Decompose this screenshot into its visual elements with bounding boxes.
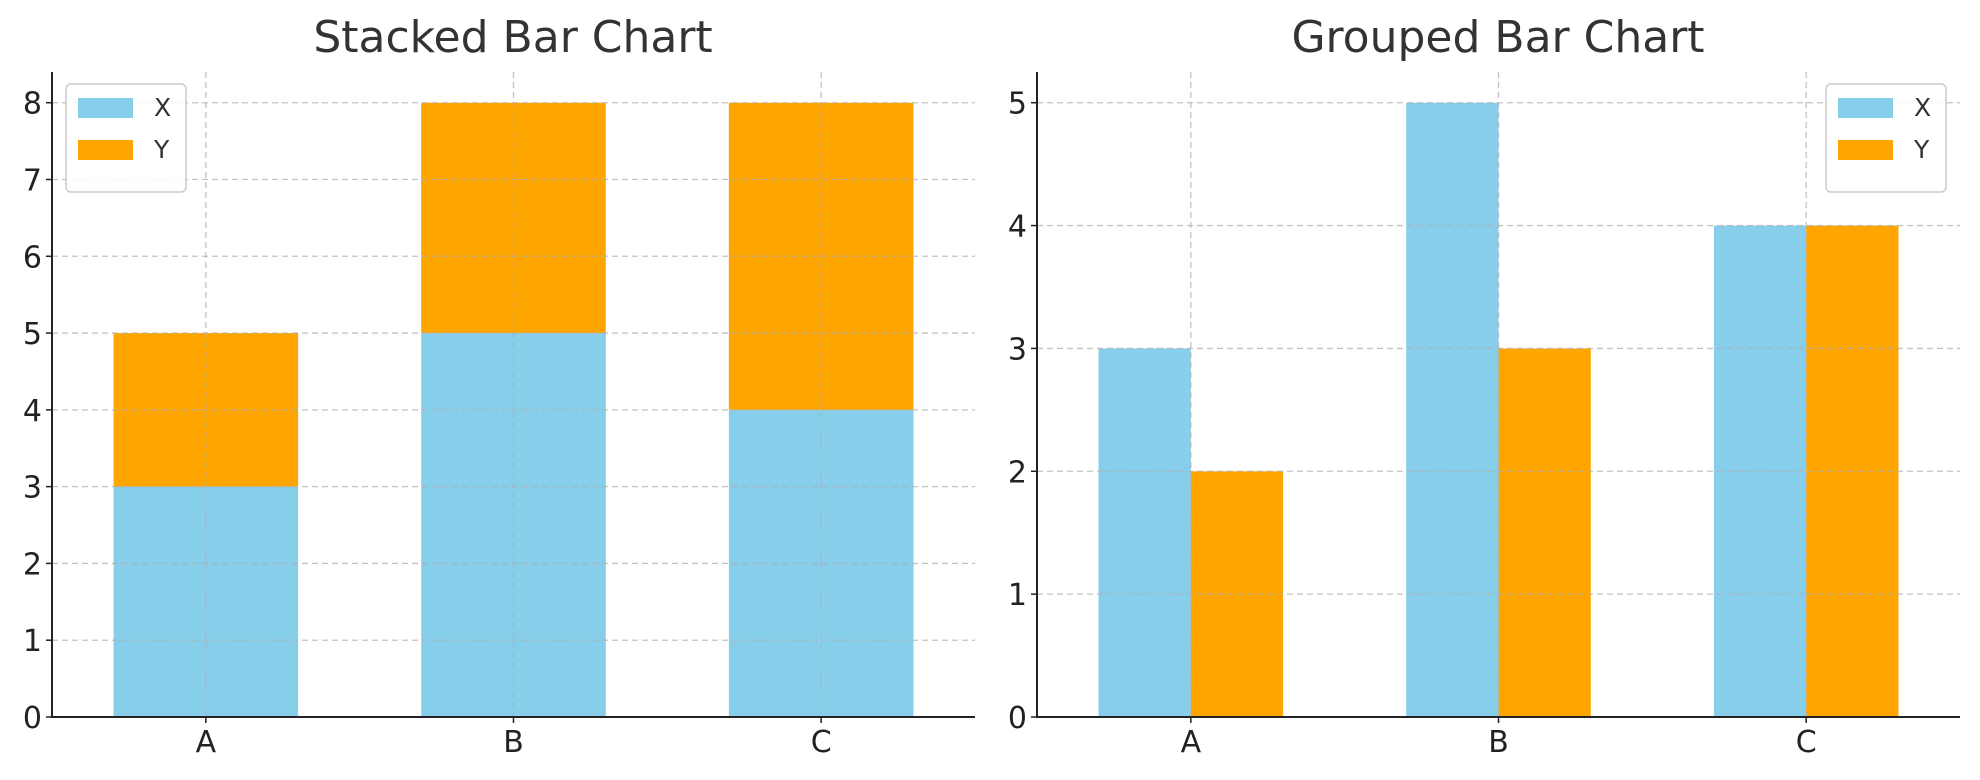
chart-panel-1: Stacked Bar Chart 0 1 2 3 4 5 6 7 8 A B C XY xyxy=(23,12,975,760)
y-tick-label: 4 xyxy=(23,394,42,429)
x-tick-label: C xyxy=(811,725,832,760)
y-tick-label: 2 xyxy=(23,547,42,582)
legend-swatch-x xyxy=(1838,98,1893,118)
legend: XY xyxy=(65,83,187,193)
legend-label-y: Y xyxy=(153,135,170,164)
legend-swatch-x xyxy=(78,98,133,118)
legend-label-y: Y xyxy=(1913,135,1930,164)
y-tick-label: 1 xyxy=(1008,578,1027,613)
chart-title: Stacked Bar Chart xyxy=(313,12,712,63)
y-tick-label: 6 xyxy=(23,240,42,275)
y-tick-label: 7 xyxy=(23,164,42,199)
legend-swatch-y xyxy=(1838,140,1893,160)
legend-label-x: X xyxy=(1914,93,1931,122)
x-tick-label: C xyxy=(1796,725,1817,760)
y-tick-label: 0 xyxy=(23,701,42,736)
y-tick-label: 3 xyxy=(1008,332,1027,367)
y-tick-label: 5 xyxy=(1008,87,1027,122)
y-tick-label: 4 xyxy=(1008,210,1027,245)
legend-swatch-y xyxy=(78,140,133,160)
x-tick-label: A xyxy=(196,725,217,760)
bar-x-b xyxy=(1406,102,1499,717)
legend: XY xyxy=(1825,83,1947,193)
legend-label-x: X xyxy=(154,93,171,122)
y-tick-label: 8 xyxy=(23,87,42,122)
y-tick-label: 2 xyxy=(1008,455,1027,490)
chart-panel-2: Grouped Bar Chart 0 1 2 3 4 5 A B C XY xyxy=(1008,12,1960,760)
y-tick-label: 3 xyxy=(23,471,42,506)
y-tick-label: 1 xyxy=(23,624,42,659)
y-tick-label: 5 xyxy=(23,317,42,352)
chart-title: Grouped Bar Chart xyxy=(1291,12,1704,63)
y-tick-label: 0 xyxy=(1008,701,1027,736)
bar-x-a xyxy=(1098,348,1191,717)
bar-y-b xyxy=(1498,348,1591,717)
x-tick-label: B xyxy=(1488,725,1509,760)
x-tick-label: B xyxy=(503,725,524,760)
x-tick-label: A xyxy=(1181,725,1202,760)
